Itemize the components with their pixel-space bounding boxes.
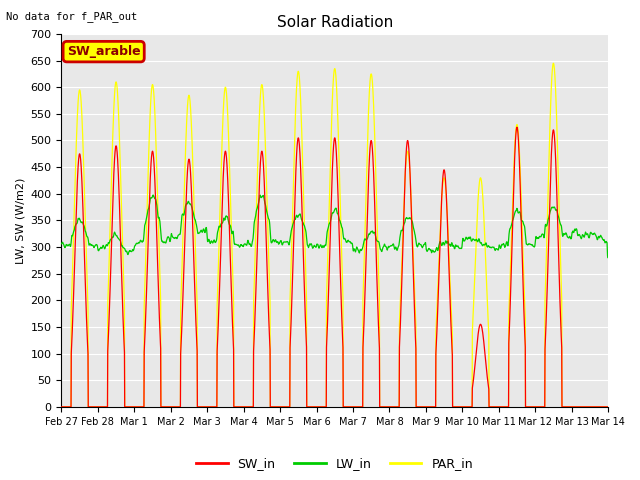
Legend: SW_in, LW_in, PAR_in: SW_in, LW_in, PAR_in <box>191 452 478 475</box>
Text: No data for f_PAR_out: No data for f_PAR_out <box>6 11 138 22</box>
Title: Solar Radiation: Solar Radiation <box>276 15 393 30</box>
Text: SW_arable: SW_arable <box>67 45 141 58</box>
Y-axis label: LW, SW (W/m2): LW, SW (W/m2) <box>15 177 25 264</box>
